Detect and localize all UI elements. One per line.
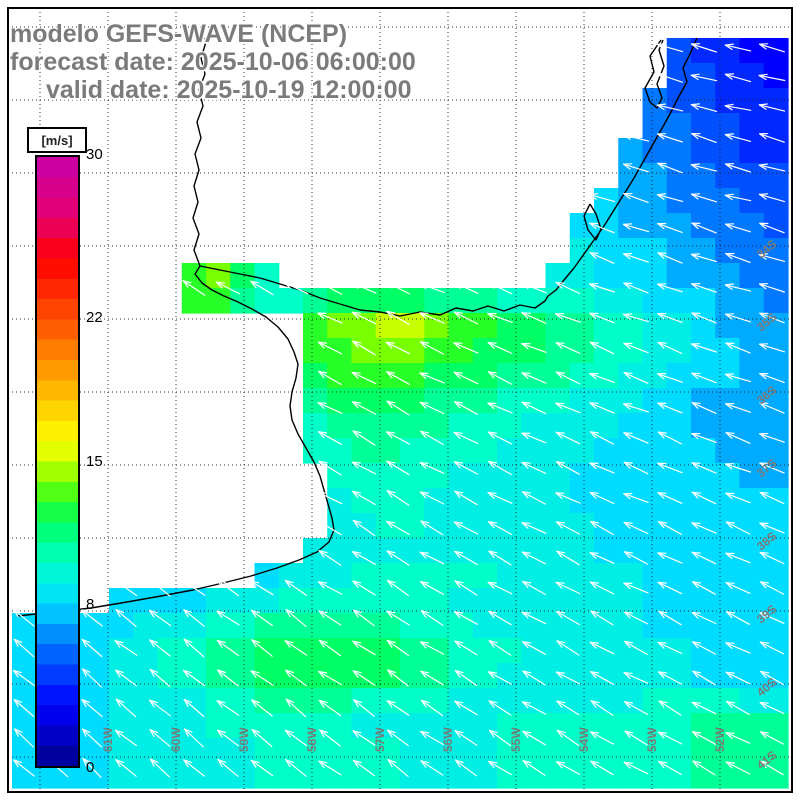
map-frame	[7, 7, 793, 793]
lon-label: 58W	[305, 727, 319, 752]
colorbar-tick-label: 22	[86, 309, 103, 327]
lon-label: 59W	[237, 727, 251, 752]
lon-label: 56W	[441, 727, 455, 752]
colorbar-tick-label: 0	[86, 759, 95, 776]
colorbar-tick-label: 30	[86, 146, 103, 163]
lon-label: 57W	[373, 727, 387, 752]
forecast-date: forecast date: 2025-10-06 06:00:00	[10, 48, 416, 76]
valid-date: valid date: 2025-10-19 12:00:00	[46, 76, 412, 104]
colorbar-tick-label: 15	[86, 452, 103, 470]
lon-label: 61W	[101, 727, 115, 752]
colorbar-tick-label: 8	[86, 595, 95, 613]
model-title: modelo GEFS-WAVE (NCEP)	[10, 20, 348, 48]
colorbar-unit-label: [m/s]	[27, 127, 87, 153]
lon-label: 60W	[169, 727, 183, 752]
title-block: modelo GEFS-WAVE (NCEP) forecast date: 2…	[10, 20, 416, 104]
graticule	[8, 8, 792, 792]
lon-label: 54W	[577, 727, 591, 752]
wind-arrows	[12, 43, 786, 779]
lon-label: 53W	[645, 727, 659, 752]
lon-label: 55W	[509, 727, 523, 752]
colorbar	[35, 155, 80, 768]
lon-label: 52W	[713, 727, 727, 752]
wind-speed-cells	[12, 38, 789, 789]
